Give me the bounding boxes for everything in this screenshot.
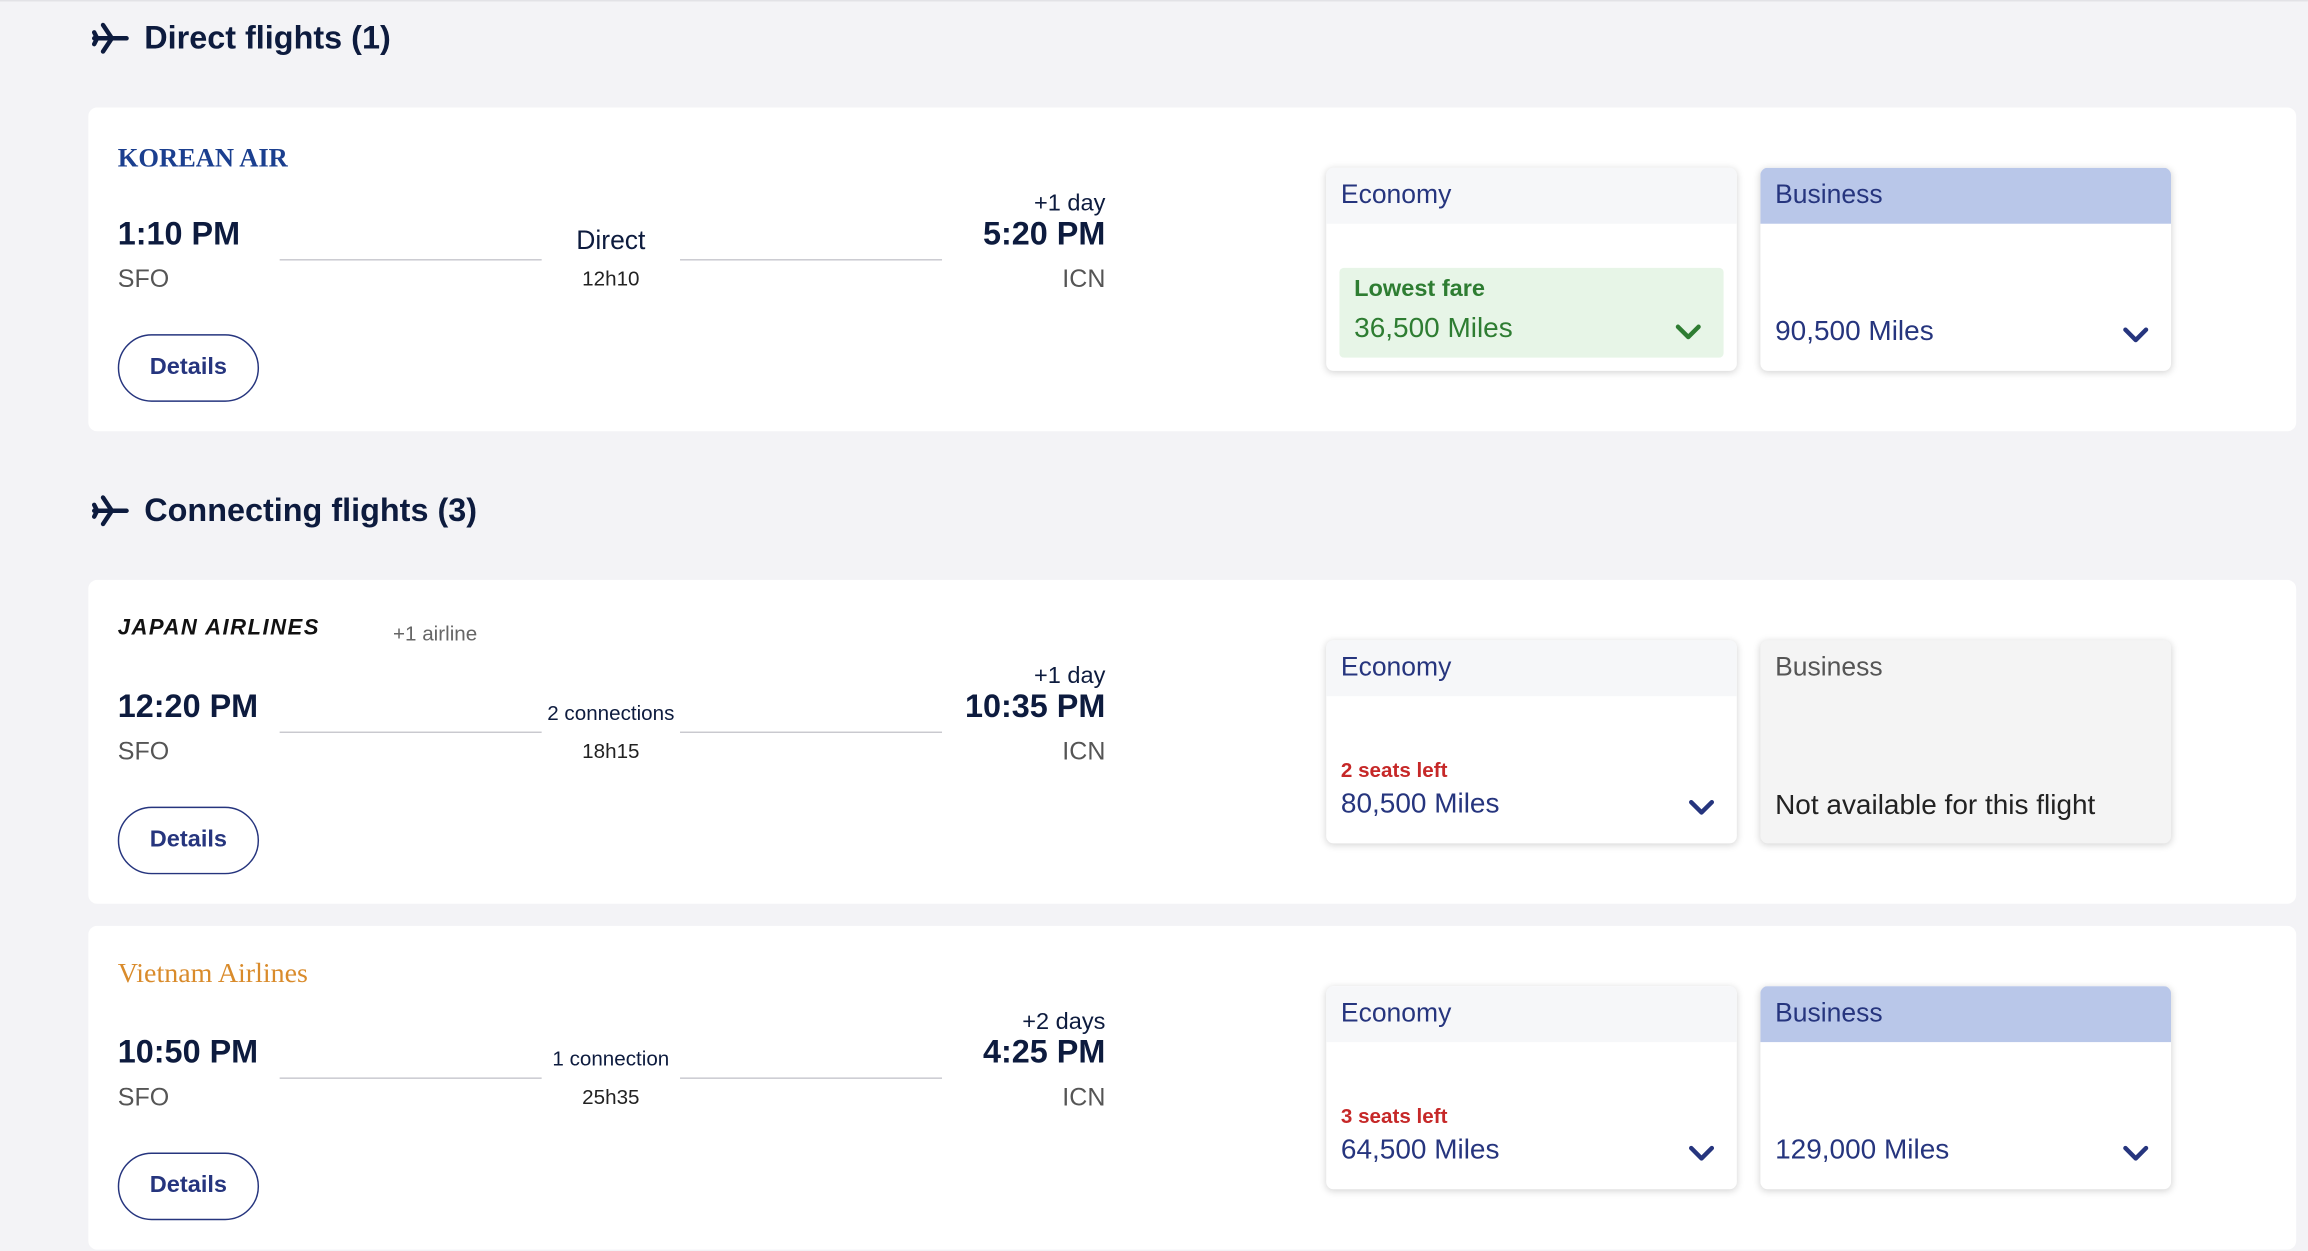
arrive-time: 5:20 PM xyxy=(982,214,1106,252)
airline-logo: JAPAN AIRLINES xyxy=(117,615,320,641)
depart-airport: SFO xyxy=(117,1083,170,1112)
details-button[interactable]: Details xyxy=(117,334,260,402)
duration: 18h15 xyxy=(582,738,640,763)
arrive-airport: ICN xyxy=(1062,264,1106,293)
arrive-time: 4:25 PM xyxy=(982,1033,1106,1071)
flight-card: JAPAN AIRLINES +1 airline 12:20 PM SFO 2 con… xyxy=(88,579,2297,904)
cabin-name: Economy xyxy=(1326,167,1737,224)
chevron-icon xyxy=(2123,1145,2149,1161)
route-line xyxy=(680,259,943,261)
plane-icon xyxy=(91,22,129,54)
stops: Direct xyxy=(576,225,646,255)
day-offset: +1 day xyxy=(1034,663,1106,689)
lowest-fare-box xyxy=(1339,267,1724,358)
fare-price: 90,500 Miles xyxy=(1775,316,1934,348)
duration: 25h35 xyxy=(582,1084,640,1109)
chevron-icon xyxy=(1675,324,1701,340)
chevron-icon xyxy=(1689,1145,1715,1161)
details-button[interactable]: Details xyxy=(117,806,260,875)
route-line xyxy=(680,731,943,734)
depart-time: 1:10 PM xyxy=(117,214,241,252)
stops: 1 connection xyxy=(552,1046,670,1071)
day-offset: +1 day xyxy=(1034,191,1106,217)
not-available: Not available for this flight xyxy=(1775,790,2096,822)
flight-card: Vietnam Airlines 10:50 PM SFO 1 connection 2… xyxy=(88,925,2297,1250)
fare-price: 36,500 Miles xyxy=(1354,313,1513,345)
arrive-airport: ICN xyxy=(1062,737,1106,766)
airline-extra: +1 airline xyxy=(392,621,478,645)
chevron-icon xyxy=(2123,327,2149,343)
cabin-name: Business xyxy=(1760,167,2172,224)
fare-card[interactable]: Economy 3 seats left 64,500 Miles xyxy=(1326,986,1737,1190)
fare-card: Business Not available for this flight xyxy=(1760,640,2172,844)
fare-card[interactable]: Business 90,500 Miles xyxy=(1760,167,2172,371)
route-line xyxy=(279,731,542,734)
depart-airport: SFO xyxy=(117,264,170,293)
fare-card[interactable]: Economy 2 seats left 80,500 Miles xyxy=(1326,640,1737,844)
plane-icon xyxy=(91,495,129,527)
seats-left: 3 seats left xyxy=(1340,1103,1448,1128)
depart-time: 10:50 PM xyxy=(117,1033,259,1071)
section-title: Connecting flights (3) xyxy=(144,491,478,529)
section-title: Direct flights (1) xyxy=(144,19,391,56)
arrive-airport: ICN xyxy=(1062,1083,1106,1112)
cabin-name: Business xyxy=(1760,640,2172,697)
badge-label: Lowest fare xyxy=(1354,276,1486,302)
chevron-icon xyxy=(1689,799,1715,815)
airline-logo: KOREAN AIR xyxy=(117,142,288,173)
route-line xyxy=(680,1077,943,1079)
duration: 12h10 xyxy=(582,266,640,290)
stops: 2 connections xyxy=(547,700,675,725)
seats-left: 2 seats left xyxy=(1340,758,1448,782)
fare-card[interactable]: Economy Lowest fare 36,500 Miles xyxy=(1326,167,1737,371)
cabin-name: Economy xyxy=(1326,640,1737,697)
depart-time: 12:20 PM xyxy=(117,687,259,725)
fare-price: 129,000 Miles xyxy=(1775,1134,1950,1166)
day-offset: +2 days xyxy=(1022,1009,1106,1035)
route-line xyxy=(279,259,542,261)
depart-airport: SFO xyxy=(117,737,170,766)
airline-logo: Vietnam Airlines xyxy=(117,958,308,990)
fare-price: 80,500 Miles xyxy=(1340,788,1500,820)
fare-card[interactable]: Business 129,000 Miles xyxy=(1760,986,2172,1190)
route-line xyxy=(279,1077,542,1079)
details-button[interactable]: Details xyxy=(117,1152,260,1221)
cabin-name: Economy xyxy=(1326,986,1737,1043)
fare-price: 64,500 Miles xyxy=(1340,1134,1500,1166)
flight-card: KOREAN AIR 1:10 PM SFO Direct 12h10 +1 day 5:2… xyxy=(88,107,2297,432)
cabin-name: Business xyxy=(1760,986,2172,1043)
arrive-time: 10:35 PM xyxy=(964,687,1106,725)
